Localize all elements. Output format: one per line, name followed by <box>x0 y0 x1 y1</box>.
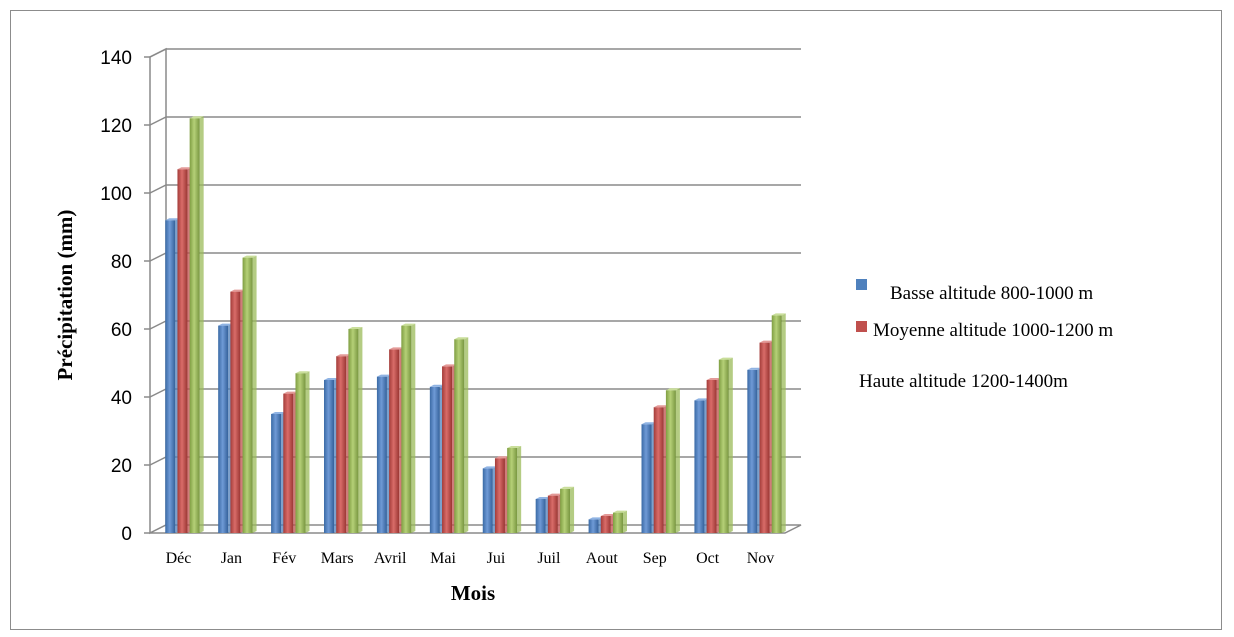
bar <box>747 367 762 533</box>
y-tick-label: 20 <box>111 456 132 477</box>
y-tick-label: 0 <box>121 524 132 545</box>
gridline <box>149 116 801 126</box>
bar <box>218 323 233 533</box>
x-tick-label: Oct <box>696 550 720 567</box>
bar <box>718 357 733 533</box>
gridline <box>149 48 801 58</box>
legend-label-haute: Haute altitude 1200-1400m <box>859 371 1068 392</box>
y-tick-label: 120 <box>100 116 132 137</box>
y-tick-label: 60 <box>111 320 132 341</box>
bar <box>389 347 404 533</box>
bar <box>482 466 497 533</box>
y-tick-label: 80 <box>111 252 132 273</box>
bar <box>641 422 656 533</box>
bar <box>535 497 550 533</box>
legend: Basse altitude 800-1000 m Moyenne altitu… <box>856 279 1113 392</box>
x-tick-label: Juil <box>537 550 561 567</box>
bars <box>165 116 786 533</box>
floor <box>149 524 802 534</box>
bar <box>271 412 286 533</box>
bar <box>429 384 444 533</box>
x-tick-label: Aout <box>586 550 619 567</box>
legend-swatch-moyenne <box>856 321 867 332</box>
bar <box>336 354 351 533</box>
bar <box>588 517 603 533</box>
x-axis-title: Mois <box>451 581 495 605</box>
bar <box>771 313 786 533</box>
bar <box>759 340 774 533</box>
x-tick-label: Avril <box>374 550 407 567</box>
bar <box>230 289 245 533</box>
y-tick-label: 100 <box>100 184 132 205</box>
legend-label-moyenne: Moyenne altitude 1000-1200 m <box>873 320 1113 341</box>
legend-label-basse: Basse altitude 800-1000 m <box>890 283 1093 304</box>
x-tick-label: Nov <box>747 550 775 567</box>
bar <box>401 323 416 533</box>
x-tick-label: Jui <box>487 550 506 567</box>
bar <box>454 337 469 533</box>
bar <box>665 388 680 533</box>
bar <box>283 391 298 533</box>
bar <box>694 398 709 533</box>
x-tick-label: Sep <box>643 550 667 567</box>
bar <box>600 514 615 533</box>
gridline <box>149 184 801 194</box>
bar <box>507 446 522 533</box>
bar <box>295 371 310 533</box>
y-tick-label: 40 <box>111 388 132 409</box>
bar <box>324 378 339 533</box>
legend-swatch-basse <box>856 279 867 290</box>
bar <box>653 405 668 533</box>
bar <box>612 510 627 533</box>
y-tick-labels: 0 20 40 60 80 100 120 140 <box>100 48 150 545</box>
bar <box>547 493 562 533</box>
bar <box>348 327 363 533</box>
x-tick-labels: Déc Jan Fév Mars Avril Mai Jui Juil Aout Sep Oct No… <box>166 550 775 567</box>
bar <box>242 255 257 533</box>
y-tick-label: 140 <box>100 48 132 69</box>
bar <box>376 374 391 533</box>
bar <box>560 486 575 533</box>
bar <box>165 218 180 533</box>
bar <box>494 456 509 533</box>
y-axis-title: Précipitation (mm) <box>53 210 77 381</box>
x-tick-label: Fév <box>272 550 296 567</box>
x-tick-label: Mai <box>430 550 456 567</box>
bar <box>189 116 204 533</box>
bar <box>177 167 192 533</box>
x-tick-label: Mars <box>321 550 354 567</box>
bar <box>706 378 721 533</box>
x-tick-label: Jan <box>221 550 242 567</box>
bar <box>442 364 457 533</box>
x-tick-label: Déc <box>166 550 192 567</box>
